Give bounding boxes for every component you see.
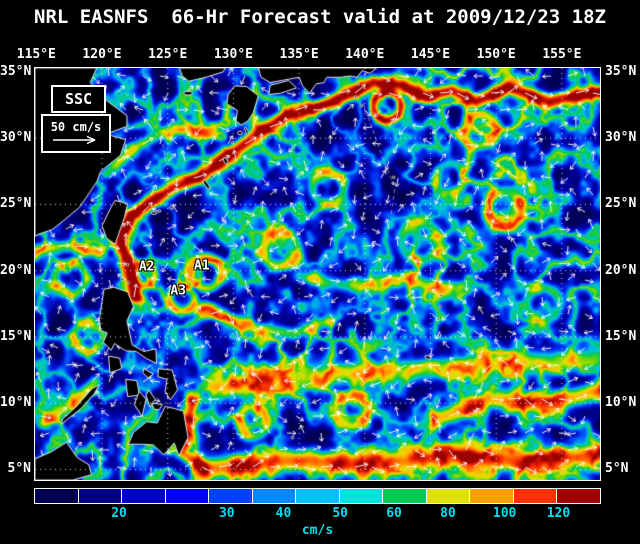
lat-label-right-10: 10°N <box>605 395 637 411</box>
lon-label-135: 135°E <box>279 47 319 62</box>
lat-label-right-35: 35°N <box>605 63 637 79</box>
colorbar-unit-label: cm/s <box>301 523 334 538</box>
colorbar-tick-120: 120 <box>546 506 571 521</box>
colorbar-segment-11 <box>512 489 557 503</box>
colorbar-tick-80: 80 <box>440 506 456 521</box>
colorbar-segment-3 <box>164 489 209 503</box>
colorbar-tick-40: 40 <box>275 506 292 521</box>
lat-label-left-10: 10°N <box>0 395 32 411</box>
lon-label-150: 150°E <box>476 47 516 62</box>
lon-label-120: 120°E <box>82 47 122 62</box>
colorbar-segment-8 <box>382 489 426 503</box>
legend-scale-box: 50 cm/s <box>41 114 111 153</box>
lat-label-left-5: 5°N <box>7 461 31 477</box>
colorbar-segment-1 <box>77 489 122 503</box>
lat-label-right-25: 25°N <box>605 196 637 212</box>
lat-label-right-20: 20°N <box>605 262 637 278</box>
lat-label-left-15: 15°N <box>0 328 32 344</box>
scale-arrow-icon <box>53 135 96 145</box>
lat-label-left-35: 35°N <box>0 63 32 79</box>
lat-label-left-20: 20°N <box>0 262 32 278</box>
lat-label-right-30: 30°N <box>605 130 637 146</box>
lat-label-right-5: 5°N <box>605 461 629 477</box>
colorbar-tick-50: 50 <box>332 506 348 521</box>
lon-label-140: 140°E <box>345 47 385 62</box>
legend-title: SSC <box>65 90 93 108</box>
lat-label-left-30: 30°N <box>0 130 32 146</box>
lon-label-115: 115°E <box>16 47 56 62</box>
colorbar-segment-7 <box>338 489 383 503</box>
colorbar-segment-5 <box>251 489 296 503</box>
lat-label-left-25: 25°N <box>0 196 32 212</box>
colorbar-tick-20: 20 <box>111 506 127 521</box>
colorbar-tick-30: 30 <box>218 506 235 521</box>
colorbar-segment-0 <box>35 489 78 503</box>
colorbar-segment-6 <box>295 489 339 503</box>
colorbar-tick-60: 60 <box>386 506 402 521</box>
eddy-label-a1: A1 <box>194 258 210 274</box>
lon-label-130: 130°E <box>213 47 253 62</box>
colorbar-segment-10 <box>469 489 513 503</box>
plot-title: NRL EASNFS 66-Hr Forecast valid at 2009/… <box>34 6 606 28</box>
colorbar <box>34 488 601 504</box>
eddy-label-a2: A2 <box>138 259 155 275</box>
legend-title-box: SSC <box>51 85 107 113</box>
eddy-label-a3: A3 <box>170 283 187 299</box>
colorbar-tick-100: 100 <box>492 506 517 521</box>
lon-label-125: 125°E <box>148 47 188 62</box>
colorbar-segment-12 <box>556 489 600 503</box>
colorbar-segment-4 <box>208 489 252 503</box>
colorbar-segment-2 <box>121 489 165 503</box>
lon-label-145: 145°E <box>410 47 451 62</box>
lon-label-155: 155°E <box>542 47 582 62</box>
map-area: SSC 50 cm/s A1 A2 A3 <box>34 67 601 481</box>
lat-label-right-15: 15°N <box>605 328 637 344</box>
colorbar-segment-9 <box>425 489 470 503</box>
scale-label: 50 cm/s <box>50 120 102 134</box>
map-overlay-coast-grid-arrows <box>35 68 600 480</box>
